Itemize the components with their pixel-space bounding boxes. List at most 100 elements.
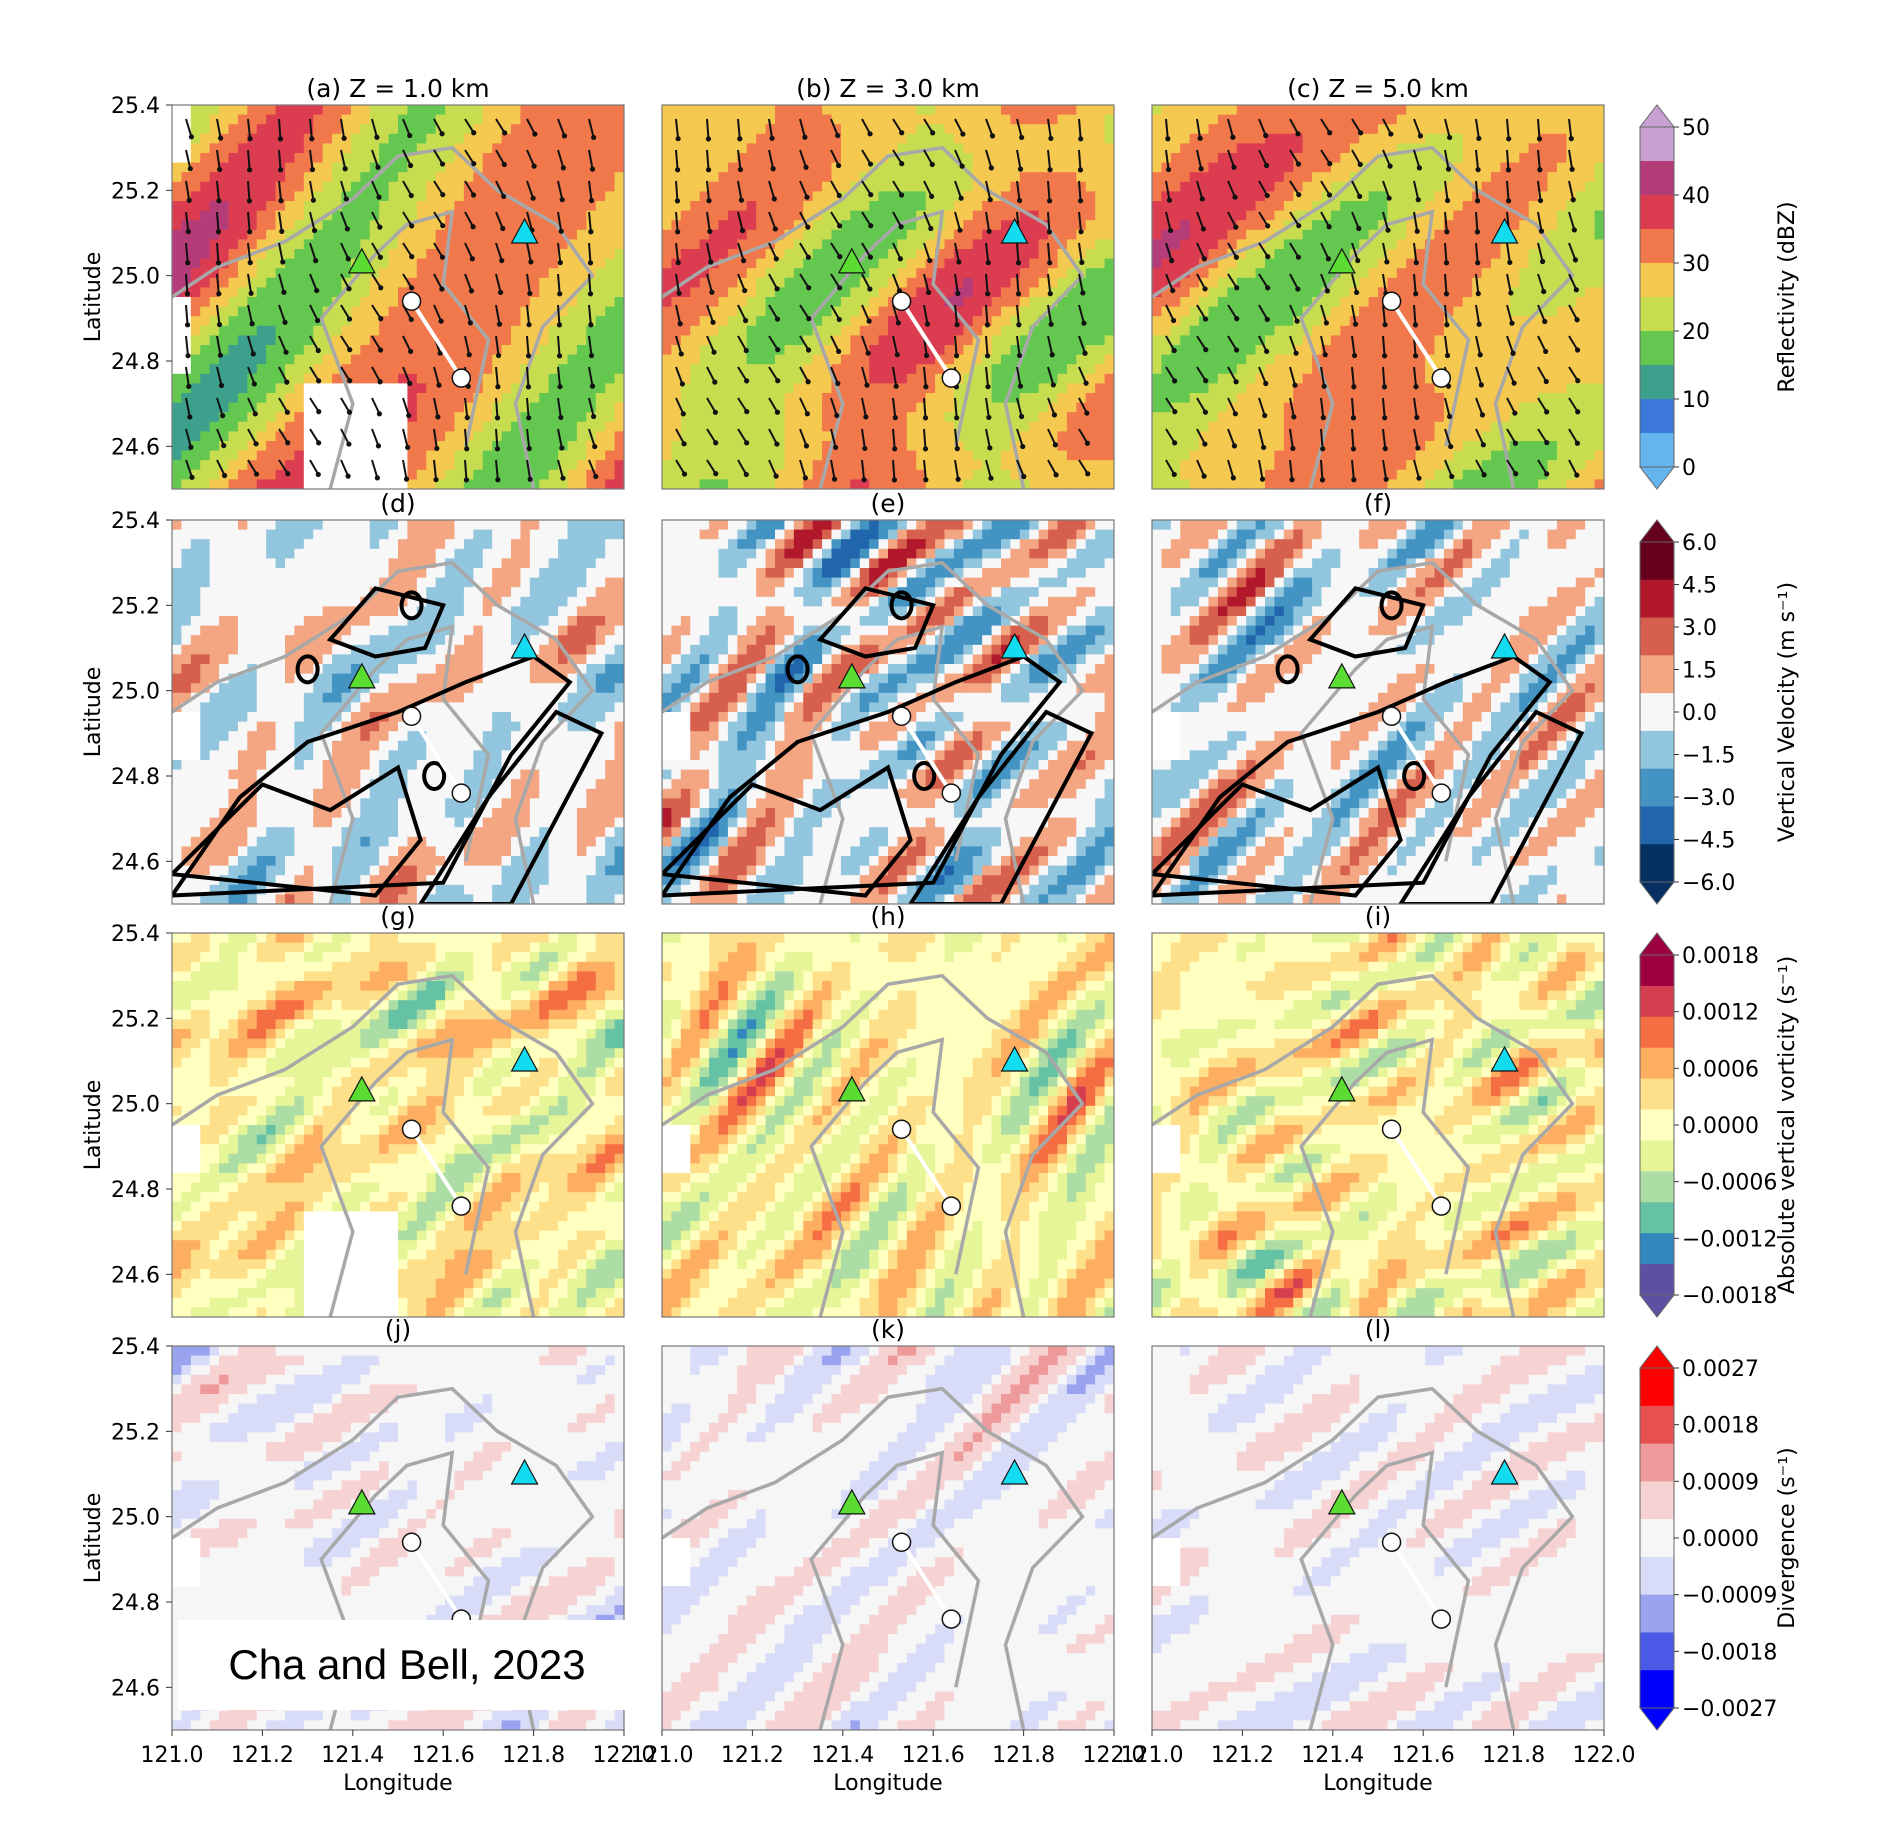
- y-tick-label: 25.2: [111, 594, 160, 619]
- colorbar-tick-label: 20: [1682, 320, 1710, 345]
- colorbar-segment: [1640, 399, 1674, 434]
- cross-section-line: [1389, 1128, 1443, 1208]
- circle-marker: [1381, 291, 1402, 312]
- circle-marker: [891, 706, 912, 727]
- panel-grid: [171, 104, 1605, 1731]
- y-tick-label: 25.0: [111, 680, 160, 705]
- y-tick-label: 25.2: [111, 179, 160, 204]
- colorbar-segment: [1640, 1405, 1674, 1445]
- circle-marker: [1381, 1532, 1402, 1553]
- colorbar-segment: [1640, 1202, 1674, 1234]
- circle-marker: [1381, 706, 1402, 727]
- colorbar-tick-label: 0.0000: [1682, 1114, 1759, 1139]
- colorbar-segment: [1640, 542, 1674, 581]
- panel-field-1-1: [662, 520, 1114, 904]
- colorbar-min-arrow: [1638, 466, 1676, 490]
- panel-field-0-1: [662, 105, 1114, 489]
- green-triangle-marker: [1327, 1075, 1356, 1102]
- cross-section-line: [899, 1541, 953, 1621]
- colorbar-tick-label: 1.5: [1682, 659, 1717, 684]
- cyan-triangle-marker: [510, 1458, 539, 1485]
- colorbar-segment: [1640, 1368, 1674, 1407]
- panel-2-1: [661, 932, 1115, 1318]
- panel-frame: [661, 104, 1115, 490]
- colorbar-tick-label: −1.5: [1682, 744, 1735, 769]
- panel-0-1: [661, 104, 1115, 490]
- cross-section-line: [409, 1541, 463, 1621]
- coastline: [1152, 973, 1575, 1317]
- colorbar-segment: [1640, 1632, 1674, 1671]
- coastline: [1152, 1386, 1575, 1730]
- green-triangle-marker: [837, 1075, 866, 1102]
- circle-marker: [1431, 1196, 1452, 1216]
- panel-title: (e): [871, 489, 906, 518]
- panel-title: (g): [380, 902, 415, 931]
- colorbar-tick-label: 0.0018: [1682, 1414, 1759, 1439]
- cross-section-line: [1389, 1541, 1443, 1621]
- colorbar-tick-label: 0.0: [1682, 701, 1717, 726]
- x-tick-label: 121.0: [141, 1743, 204, 1768]
- panel-title: (f): [1364, 489, 1392, 518]
- cyan-triangle-marker: [510, 632, 539, 659]
- green-triangle-marker: [837, 1488, 866, 1515]
- colorbar-tick-label: 0.0006: [1682, 1057, 1759, 1082]
- circle-marker: [941, 368, 962, 388]
- reflectivity-contours: [1152, 586, 1585, 904]
- circle-marker: [1381, 1119, 1402, 1140]
- county-border: [809, 1450, 981, 1730]
- green-triangle-marker: [1327, 1488, 1356, 1515]
- colorbar-segment: [1640, 1481, 1674, 1520]
- county-border: [319, 1450, 491, 1730]
- y-tick-label: 25.4: [111, 1335, 160, 1360]
- cyan-triangle-marker: [1490, 632, 1519, 659]
- circle-marker: [401, 291, 422, 312]
- colorbar-segment: [1640, 1016, 1674, 1049]
- green-triangle-marker: [347, 662, 376, 689]
- panel-field-1-2: [1152, 520, 1604, 904]
- cyan-triangle-marker: [1490, 1458, 1519, 1485]
- panel-0-0: [171, 104, 625, 490]
- colorbar-min-arrow: [1638, 1294, 1676, 1318]
- colorbar-max-arrow: [1638, 932, 1676, 956]
- y-tick-label: 24.6: [111, 1676, 160, 1701]
- cyan-triangle-marker: [1490, 217, 1519, 244]
- colorbar-segment: [1640, 655, 1674, 694]
- green-triangle-marker: [347, 1488, 376, 1515]
- y-axis-label: Latitude: [81, 1493, 106, 1584]
- colorbar-tick-label: −0.0018: [1682, 1640, 1777, 1665]
- coastline: [172, 973, 595, 1317]
- y-axis-label: Latitude: [81, 1080, 106, 1171]
- circle-marker: [941, 1609, 962, 1629]
- y-tick-label: 24.8: [111, 765, 160, 790]
- colorbar-tick-label: −0.0027: [1682, 1697, 1777, 1722]
- colorbar-tick-label: −3.0: [1682, 786, 1735, 811]
- x-tick-label: 121.2: [721, 1743, 784, 1768]
- cross-section-line: [409, 1128, 463, 1208]
- cross-section-line: [1389, 300, 1443, 380]
- y-tick-label: 24.8: [111, 1178, 160, 1203]
- wind-vectors: [1165, 118, 1581, 483]
- colorbar-segment: [1640, 1594, 1674, 1633]
- cross-section-line: [409, 715, 463, 795]
- y-tick-label: 25.2: [111, 1007, 160, 1032]
- coastline: [662, 1386, 1085, 1730]
- panel-title: (a) Z = 1.0 km: [306, 74, 489, 103]
- x-tick-label: 121.0: [1121, 1743, 1184, 1768]
- circle-marker: [401, 1119, 422, 1140]
- x-tick-label: 121.2: [1211, 1743, 1274, 1768]
- reflectivity-contours: [662, 586, 1095, 904]
- colorbar-tick-label: 4.5: [1682, 574, 1717, 599]
- colorbar-1: 6.0 4.5 3.0 1.5 0.0 −1.5 −3.0 −4.5 −6.0 Vertical …: [1638, 519, 1800, 905]
- circle-marker: [891, 1532, 912, 1553]
- x-axis-label: Longitude: [343, 1771, 452, 1796]
- panel-frame: [661, 932, 1115, 1318]
- colorbar-tick-label: 0.0018: [1682, 944, 1759, 969]
- circle-marker: [401, 706, 422, 727]
- colorbar-segment: [1640, 1047, 1674, 1080]
- x-tick-label: 121.8: [1482, 1743, 1545, 1768]
- colorbar-max-arrow: [1638, 519, 1676, 543]
- coastline: [172, 560, 595, 904]
- x-tick-label: 121.6: [1392, 1743, 1455, 1768]
- colorbar-3: 0.0027 0.0018 0.0009 0.0000 −0.0009 −0.0018 −0…: [1638, 1345, 1800, 1731]
- cyan-triangle-marker: [510, 217, 539, 244]
